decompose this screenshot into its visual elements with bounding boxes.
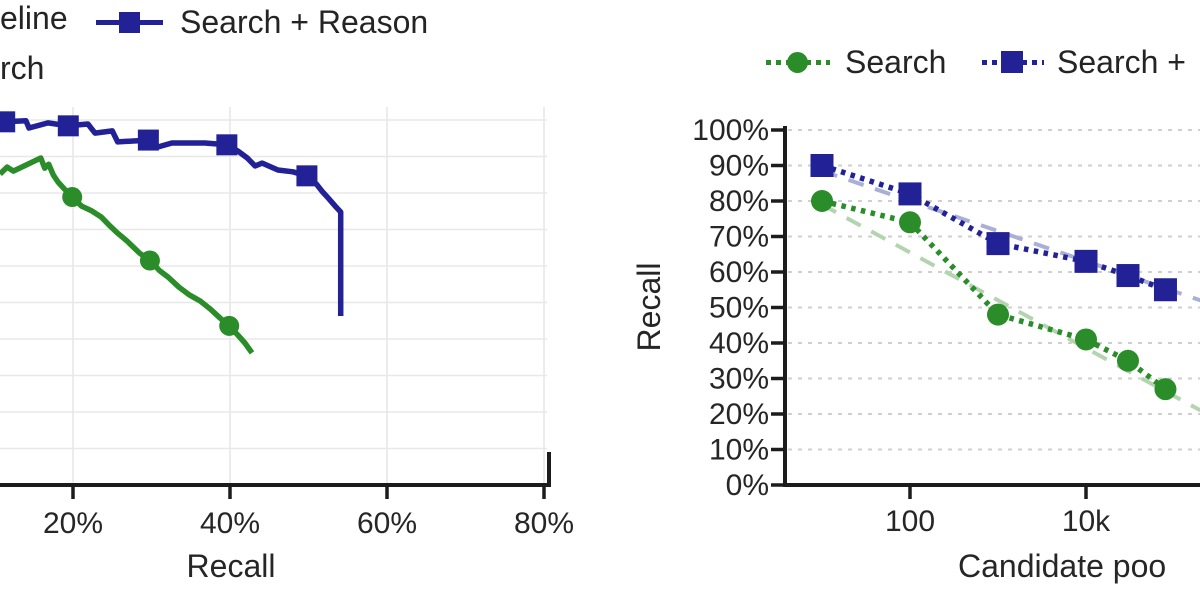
right-chart-axes: 0%10%20%30%40%50%60%70%80%90%100% 100 10k R… <box>631 114 1200 584</box>
left-chart-axes: 20% 40% 60% 80% Recall <box>0 452 574 584</box>
search-trend-line <box>821 202 1200 413</box>
left-xaxis-label: Recall <box>187 548 276 584</box>
y-tick-label: 20% <box>709 398 769 431</box>
y-tick-label: 30% <box>709 363 769 396</box>
search-reason-trend-line <box>821 168 1200 303</box>
search-reason-square-marker <box>1153 278 1177 302</box>
search-reason-square-marker <box>0 111 16 133</box>
search-reason-square-marker <box>216 134 238 156</box>
search-reason-markers <box>0 111 318 187</box>
x-tick-label: 40% <box>200 507 260 540</box>
search-reason-legend-square-icon-2 <box>1001 51 1023 73</box>
search-markers <box>811 190 1177 401</box>
x-tick-label: 80% <box>514 507 574 540</box>
legend-search-partial-label: rch <box>0 50 45 86</box>
search-circle-marker <box>219 315 240 336</box>
search-reason-square-marker <box>137 129 159 151</box>
search-reason-line <box>0 117 344 316</box>
search-reason-square-marker <box>1116 264 1140 288</box>
search-circle-marker <box>811 190 833 212</box>
search-reason-markers <box>810 154 1177 302</box>
left-chart-gridlines <box>0 107 547 485</box>
y-tick-label: 40% <box>709 327 769 360</box>
search-reason-square-marker <box>898 182 922 206</box>
y-tick-label: 60% <box>709 256 769 289</box>
legend-search-reason-label: Search + Reason <box>180 4 429 40</box>
x-tick-label: 60% <box>357 507 417 540</box>
y-tick-label: 100% <box>692 114 769 147</box>
right-xaxis-label: Candidate poo <box>958 548 1166 584</box>
search-reason-square-marker <box>1074 249 1098 273</box>
legend-search-plus-label: Search + <box>1057 44 1186 80</box>
y-tick-label: 0% <box>726 469 769 502</box>
search-circle-marker <box>1154 378 1177 401</box>
right-chart-gridlines <box>788 129 1200 451</box>
y-tick-label: 70% <box>709 221 769 254</box>
x-tick-label: 100 <box>885 505 935 538</box>
x-tick-label: 10k <box>1062 505 1111 538</box>
search-legend-circle-icon <box>787 52 808 73</box>
x-tick-label: 20% <box>43 507 103 540</box>
y-tick-label: 80% <box>709 185 769 218</box>
search-circle-marker <box>62 187 83 208</box>
legend-baseline-partial-label: eline <box>0 0 68 36</box>
search-reason-square-marker <box>296 165 318 187</box>
right-chart: 0%10%20%30%40%50%60%70%80%90%100% 100 10k R… <box>631 114 1200 584</box>
left-chart: 20% 40% 60% 80% Recall <box>0 107 574 584</box>
search-circle-marker <box>987 303 1009 326</box>
search-circle-marker <box>139 250 160 271</box>
y-tick-label: 50% <box>709 292 769 325</box>
search-line <box>0 155 255 355</box>
search-circle-marker <box>1116 349 1139 372</box>
y-tick-label: 90% <box>709 150 769 183</box>
search-reason-square-marker <box>57 115 79 137</box>
right-yaxis-label: Recall <box>631 263 667 352</box>
search-reason-legend-square-icon <box>119 12 140 33</box>
search-markers <box>62 187 240 336</box>
y-tick-label: 10% <box>709 434 769 467</box>
search-reason-square-marker <box>986 232 1010 256</box>
legend-search-label: Search <box>845 44 947 80</box>
search-circle-marker <box>1075 328 1097 351</box>
search-reason-square-marker <box>810 154 834 177</box>
search-circle-marker <box>899 211 921 234</box>
